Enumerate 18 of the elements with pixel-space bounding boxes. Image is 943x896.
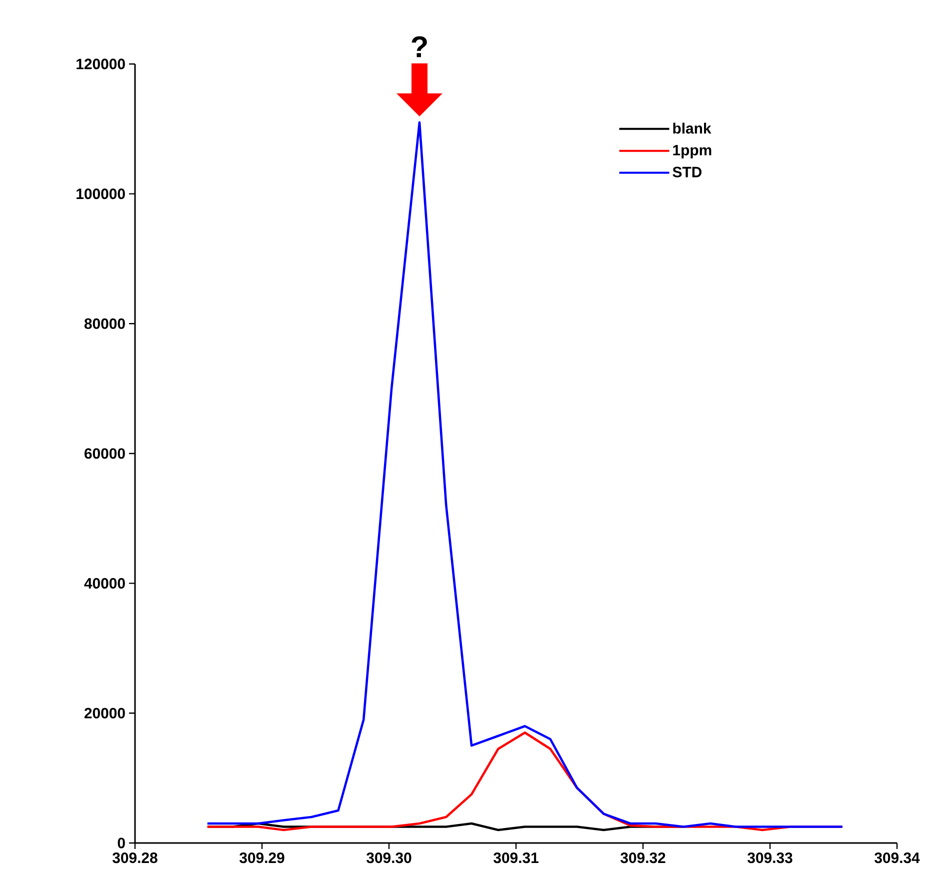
x-tick-label: 309.28 [112, 852, 158, 864]
legend-label: STD [672, 166, 702, 178]
x-tick-label: 309.29 [239, 852, 284, 864]
y-tick-label: 100000 [76, 188, 125, 200]
y-tick-label: 60000 [84, 448, 125, 459]
y-tick-label: 40000 [84, 578, 125, 589]
y-tick-label: 20000 [84, 708, 125, 718]
x-tick-label: 309.30 [366, 852, 412, 864]
annotation: ? [412, 36, 427, 58]
x-tick-label: 309.34 [874, 852, 920, 864]
y-tick-label: 80000 [84, 318, 125, 329]
x-tick-label: 309.32 [620, 852, 666, 864]
legend-label: blank [673, 122, 712, 134]
legend-label: 1ppm [673, 145, 712, 158]
y-tick-label: 0 [118, 838, 125, 848]
x-tick-label: 309.33 [748, 852, 792, 864]
x-tick-label: 309.31 [494, 852, 538, 864]
y-tick-label: 120000 [76, 58, 125, 70]
